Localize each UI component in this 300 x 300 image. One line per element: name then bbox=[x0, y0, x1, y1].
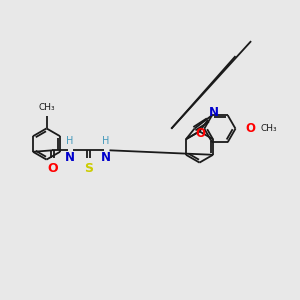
Text: O: O bbox=[47, 162, 58, 175]
Text: N: N bbox=[65, 151, 75, 164]
Text: CH₃: CH₃ bbox=[38, 103, 55, 112]
Text: N: N bbox=[101, 151, 111, 164]
Text: O: O bbox=[196, 127, 206, 140]
Text: N: N bbox=[209, 106, 219, 119]
Text: O: O bbox=[245, 122, 255, 135]
Text: S: S bbox=[84, 162, 93, 175]
Text: CH₃: CH₃ bbox=[260, 124, 277, 133]
Text: H: H bbox=[102, 136, 110, 146]
Text: H: H bbox=[66, 136, 74, 146]
